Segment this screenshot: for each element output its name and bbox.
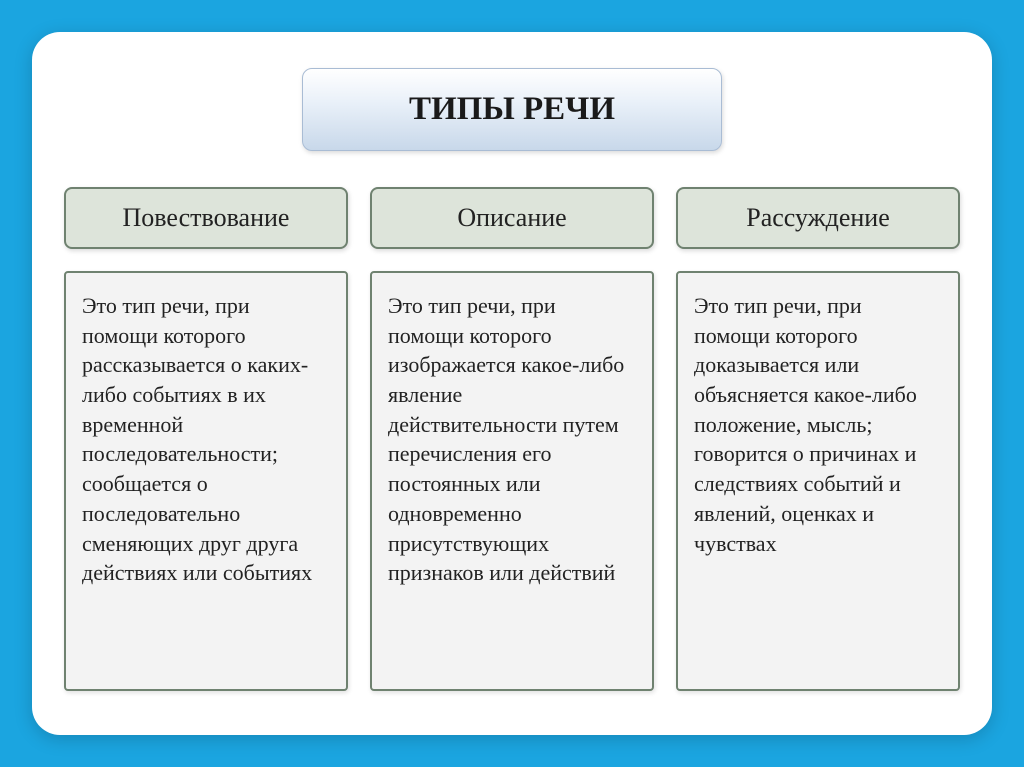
column-heading: Описание xyxy=(370,187,654,249)
column-heading: Повествование xyxy=(64,187,348,249)
column-narration: Повествование Это тип речи, при помощи к… xyxy=(64,187,348,691)
column-description: Описание Это тип речи, при помощи которо… xyxy=(370,187,654,691)
column-heading: Рассуждение xyxy=(676,187,960,249)
column-reasoning: Рассуждение Это тип речи, при помощи кот… xyxy=(676,187,960,691)
column-body: Это тип речи, при помощи которого доказы… xyxy=(676,271,960,691)
diagram-card: ТИПЫ РЕЧИ Повествование Это тип речи, пр… xyxy=(32,32,992,735)
column-body: Это тип речи, при помощи которого расска… xyxy=(64,271,348,691)
diagram-title: ТИПЫ РЕЧИ xyxy=(302,68,722,151)
columns-row: Повествование Это тип речи, при помощи к… xyxy=(64,187,960,691)
column-body: Это тип речи, при помощи которого изобра… xyxy=(370,271,654,691)
